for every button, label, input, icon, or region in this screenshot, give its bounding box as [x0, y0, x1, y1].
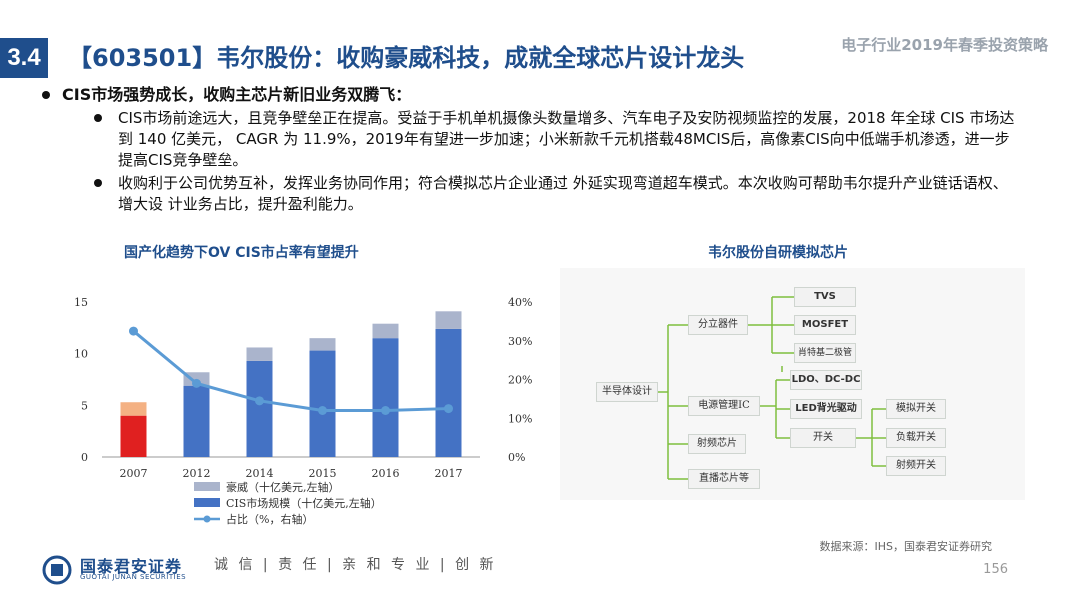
x-tick-label: 2017 — [435, 467, 463, 480]
node-load-switch: 负载开关 — [886, 428, 946, 448]
bar-cis-market — [183, 385, 210, 457]
x-tick-label: 2007 — [120, 467, 148, 480]
node-rf-switch: 射频开关 — [886, 456, 946, 476]
node-semiconductor-design: 半导体设计 — [596, 382, 658, 402]
line-share-point — [192, 378, 201, 388]
line-share-point — [129, 326, 138, 336]
x-tick-label: 2015 — [309, 467, 337, 480]
node-live-chip: 直播芯片等 — [688, 469, 760, 489]
diagram-title: 韦尔股份自研模拟芯片 — [708, 245, 848, 261]
line-share-point — [318, 406, 327, 415]
y-left-tick-label: 15 — [74, 296, 88, 309]
bullet-list: CIS市场强势成长，收购主芯片新旧业务双腾飞： CIS市场前途远大，且竞争壁垒正… — [36, 84, 1046, 215]
chart-svg: 0 5 10 15 0% 10% 20% 30% 40% 2007 2012 2014 2015 2016… — [74, 296, 532, 526]
sub-bullet-text: CIS市场前途远大，且竞争壁垒正在提高。受益于手机单机摄像头数量增多、汽车电子及… — [118, 109, 1015, 169]
x-tick-label: 2016 — [372, 467, 400, 480]
y-right-tick-label: 10% — [508, 412, 532, 425]
y-right-tick-label: 0% — [508, 451, 525, 464]
node-ldo-dcdc: LDO、DC-DC — [790, 370, 862, 390]
company-logo-icon — [42, 555, 72, 585]
node-tvs: TVS — [794, 287, 856, 307]
section-badge: 3.4 — [0, 38, 48, 78]
analog-chip-diagram: 半导体设计 分立器件 电源管理IC 射频芯片 直播芯片等 TVS MOSFET … — [560, 268, 1025, 500]
legend-swatch — [194, 482, 220, 491]
footer: 国泰君安证券 GUOTAI JUNAN SECURITIES 诚 信 | 责 任… — [0, 540, 1080, 608]
company-name-en: GUOTAI JUNAN SECURITIES — [80, 573, 187, 581]
line-share-point — [444, 404, 453, 414]
bar-omnivision — [372, 323, 399, 339]
sub-bullet: CIS市场前途远大，且竞争壁垒正在提高。受益于手机单机摄像头数量增多、汽车电子及… — [94, 108, 1018, 171]
node-analog-switch: 模拟开关 — [886, 399, 946, 419]
bar-cis-market — [309, 350, 336, 457]
node-schottky: 肖特基二极管 — [794, 343, 856, 363]
bar-cis-market — [372, 338, 399, 457]
chart-title: 国产化趋势下OV CIS市占率有望提升 — [124, 245, 359, 261]
bar-cis-market — [120, 415, 147, 457]
y-right-tick-label: 40% — [508, 296, 532, 309]
main-bullet: CIS市场强势成长，收购主芯片新旧业务双腾飞： — [36, 84, 1046, 106]
page-title: 【603501】韦尔股份：收购豪威科技，成就全球芯片设计龙头 — [68, 44, 745, 72]
legend-swatch — [194, 498, 220, 507]
bar-omnivision — [246, 347, 273, 361]
legend-label: 豪威（十亿美元,左轴） — [226, 480, 340, 494]
legend-swatch-point — [203, 515, 211, 523]
data-source: 数据来源：IHS，国泰君安证券研究 — [819, 540, 993, 553]
x-tick-label: 2012 — [183, 467, 211, 480]
node-rf-chip: 射频芯片 — [688, 434, 746, 454]
x-tick-label: 2014 — [246, 467, 274, 480]
cis-market-chart: 0 5 10 15 0% 10% 20% 30% 40% 2007 2012 2014 2015 2016… — [60, 282, 550, 528]
bar-omnivision — [309, 338, 336, 351]
y-left-tick-label: 5 — [81, 399, 88, 412]
bullet-dot — [94, 114, 102, 122]
page-number: 156 — [983, 562, 1008, 577]
y-right-tick-label: 20% — [508, 374, 532, 387]
line-share-point — [381, 406, 390, 415]
line-share-point — [255, 396, 264, 406]
bar-cis-market — [246, 360, 273, 457]
y-right-tick-label: 30% — [508, 335, 532, 348]
bar-omnivision — [435, 311, 462, 329]
sub-bullet-text: 收购利于公司优势互补，发挥业务协同作用；符合模拟芯片企业通过 外延实现弯道超车模… — [118, 174, 1008, 213]
bullet-dot — [94, 179, 102, 187]
company-slogan: 诚 信 | 责 任 | 亲 和 专 业 | 创 新 — [214, 557, 497, 573]
report-name: 电子行业2019年春季投资策略 — [841, 36, 1048, 54]
diagram-connectors — [658, 296, 886, 480]
bar-cis-market — [435, 328, 462, 457]
y-left-tick-label: 0 — [81, 451, 88, 464]
sub-bullet: 收购利于公司优势互补，发挥业务协同作用；符合模拟芯片企业通过 外延实现弯道超车模… — [94, 173, 1018, 215]
bar-omnivision — [120, 402, 147, 416]
y-left-tick-label: 10 — [74, 348, 88, 361]
node-discrete-devices: 分立器件 — [688, 315, 748, 335]
node-power-ic: 电源管理IC — [688, 396, 760, 416]
legend-label: 占比（%，右轴） — [226, 512, 313, 526]
node-led-driver: LED背光驱动 — [790, 399, 862, 419]
node-mosfet: MOSFET — [794, 315, 856, 335]
line-share — [132, 329, 449, 412]
legend-label: CIS市场规模（十亿美元,左轴） — [226, 496, 382, 510]
node-switch: 开关 — [790, 428, 856, 448]
company-name: 国泰君安证券 — [80, 557, 183, 576]
